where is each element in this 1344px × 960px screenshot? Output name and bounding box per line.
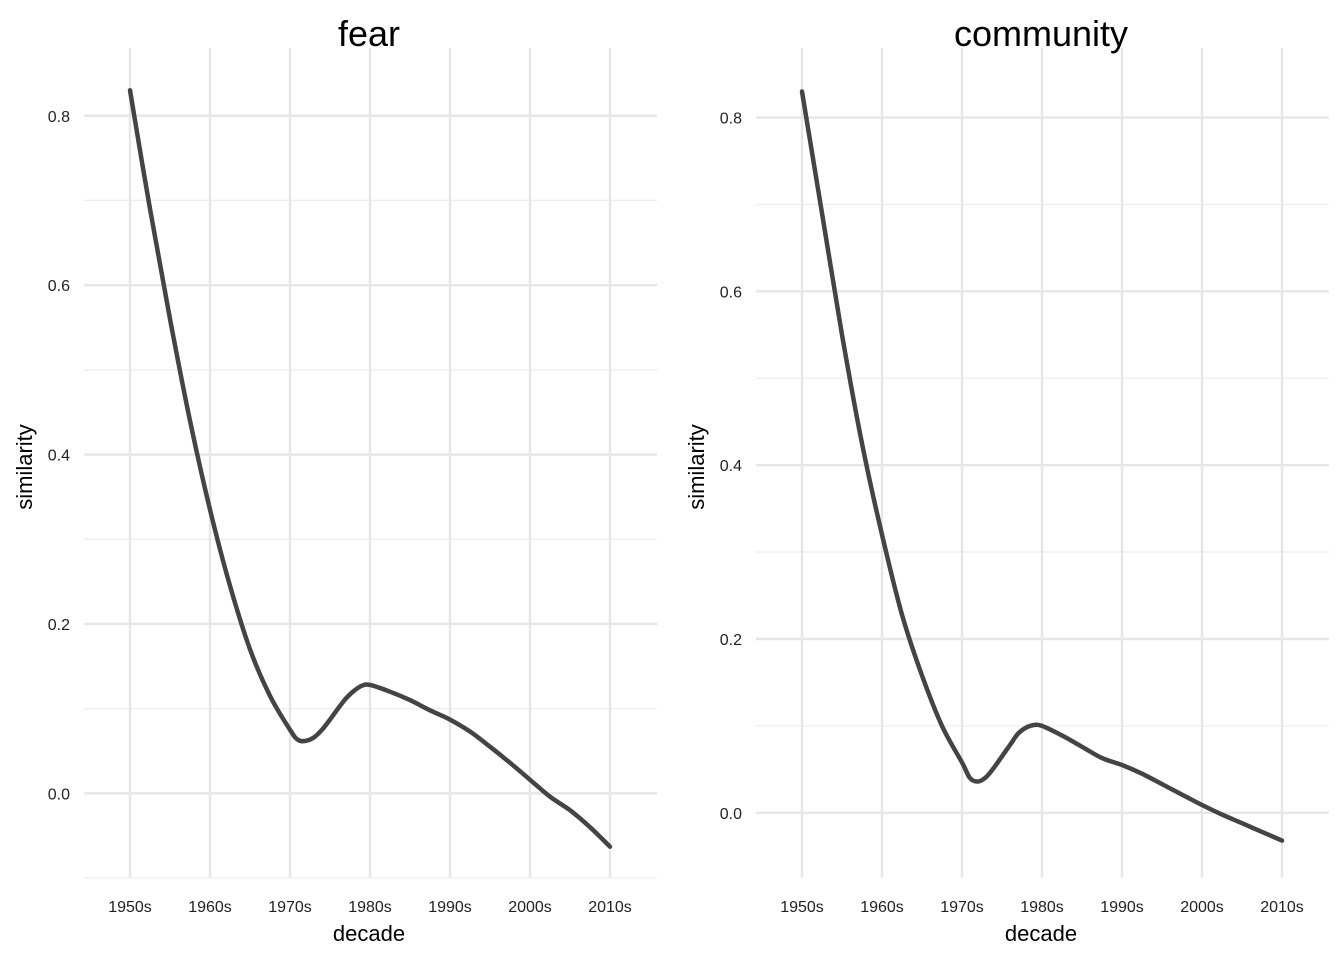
panel-community-grid [756,48,1329,878]
x-tick-label: 1960s [860,899,904,916]
panel-community-lines [799,89,1285,843]
y-tick-label: 0.0 [48,786,70,803]
panel-fear: 1950s 1960s 1970s 1980s 1990s 2000s 2010s 0.00… [12,13,657,946]
y-tick-label: 0.4 [48,448,70,465]
x-tick-label: 2010s [1260,899,1304,916]
x-tick-label: 2000s [508,899,552,916]
panel-fear-title: fear [338,13,400,54]
x-tick-label: 1990s [428,899,472,916]
y-tick-label: 0.4 [720,458,742,475]
panel-fear-grid [84,48,657,879]
x-tick-label: 1970s [268,899,312,916]
x-tick-label: 1950s [780,899,824,916]
panel-community-y-ticks: 0.0 0.2 0.4 0.6 0.8 [720,111,742,823]
x-tick-label: 1970s [940,899,984,916]
panel-community-y-axis-title: similarity [684,424,709,510]
y-tick-label: 0.2 [48,617,70,634]
x-tick-label: 1980s [348,899,392,916]
series-line [799,89,1285,843]
y-tick-label: 0.8 [48,109,70,126]
x-tick-label: 1980s [1020,899,1064,916]
panel-fear-y-ticks: 0.0 0.2 0.4 0.6 0.8 [48,109,70,804]
panel-fear-lines [127,88,613,849]
panel-fear-x-axis-title: decade [333,921,405,946]
x-tick-label: 1990s [1100,899,1144,916]
x-tick-label: 2000s [1180,899,1224,916]
panel-fear-y-axis-title: similarity [12,424,37,510]
y-tick-label: 0.6 [48,278,70,295]
panel-community-title: community [954,13,1128,54]
panel-fear-x-ticks: 1950s 1960s 1970s 1980s 1990s 2000s 2010s [108,899,632,916]
y-tick-label: 0.6 [720,284,742,301]
series-line [127,88,613,849]
x-tick-label: 1950s [108,899,152,916]
y-tick-label: 0.8 [720,111,742,128]
x-tick-label: 1960s [188,899,232,916]
y-tick-label: 0.0 [720,806,742,823]
panel-community: 1950s 1960s 1970s 1980s 1990s 2000s 2010s 0.00… [684,13,1329,946]
panel-community-x-axis-title: decade [1005,921,1077,946]
y-tick-label: 0.2 [720,632,742,649]
panel-community-x-ticks: 1950s 1960s 1970s 1980s 1990s 2000s 2010s [780,899,1304,916]
x-tick-label: 2010s [588,899,632,916]
